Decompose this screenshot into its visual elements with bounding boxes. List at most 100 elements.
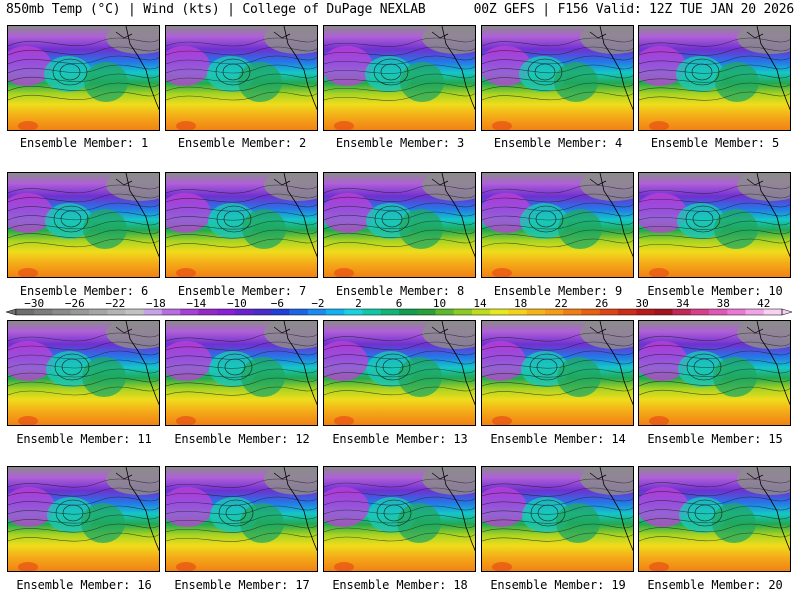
colorbar-tick-label: 2 xyxy=(355,298,362,310)
ensemble-member-map xyxy=(638,172,791,278)
ensemble-member-map xyxy=(323,25,476,131)
colorbar-swatch xyxy=(107,309,126,315)
colorbar-tick-label: 22 xyxy=(554,298,567,310)
colorbar-swatch xyxy=(216,309,236,315)
ensemble-member-map xyxy=(165,25,318,131)
colorbar-swatch xyxy=(198,309,217,315)
colorbar-swatch xyxy=(271,309,290,315)
colorbar-swatch xyxy=(763,309,783,315)
colorbar-swatch xyxy=(234,309,254,315)
colorbar-swatch xyxy=(380,309,400,315)
header-valid-time: 00Z GEFS | F156 Valid: 12Z TUE JAN 20 20… xyxy=(473,2,795,17)
colorbar-swatch xyxy=(435,309,455,315)
colorbar-swatch xyxy=(417,309,436,315)
ensemble-member-map xyxy=(323,320,476,426)
ensemble-member-map xyxy=(165,320,318,426)
ensemble-member-label: Ensemble Member: 18 xyxy=(332,578,468,592)
ensemble-member-label: Ensemble Member: 17 xyxy=(174,578,310,592)
ensemble-member-map xyxy=(638,466,791,572)
colorbar-swatch xyxy=(453,309,473,315)
ensemble-member-label: Ensemble Member: 15 xyxy=(647,432,783,446)
ensemble-member-label: Ensemble Member: 6 xyxy=(19,284,149,298)
colorbar-swatch xyxy=(563,309,582,315)
colorbar-swatch xyxy=(508,309,527,315)
ensemble-member-map xyxy=(638,25,791,131)
colorbar-swatch xyxy=(709,309,728,315)
colorbar-swatch xyxy=(654,309,673,315)
ensemble-member-map xyxy=(7,25,160,131)
colorbar-swatch xyxy=(599,309,619,315)
colorbar-tick-label: −10 xyxy=(227,298,247,310)
ensemble-member-label: Ensemble Member: 5 xyxy=(650,136,780,150)
ensemble-member-label: Ensemble Member: 11 xyxy=(16,432,152,446)
colorbar-tick-label: 10 xyxy=(433,298,446,310)
colorbar-swatch xyxy=(690,309,710,315)
colorbar-swatch xyxy=(34,309,53,315)
colorbar-swatch xyxy=(544,309,564,315)
colorbar-swatch xyxy=(344,309,363,315)
colorbar-swatch xyxy=(362,309,382,315)
ensemble-member-label: Ensemble Member: 13 xyxy=(332,432,468,446)
ensemble-member-label: Ensemble Member: 2 xyxy=(177,136,307,150)
ensemble-member-label: Ensemble Member: 9 xyxy=(493,284,623,298)
ensemble-member-label: Ensemble Member: 14 xyxy=(490,432,626,446)
colorbar-tick-label: 14 xyxy=(473,298,487,310)
ensemble-member-label: Ensemble Member: 8 xyxy=(335,284,465,298)
colorbar-tick-label: −14 xyxy=(186,298,206,310)
ensemble-member-map xyxy=(7,172,160,278)
colorbar-swatch xyxy=(526,309,546,315)
colorbar-tick-label: 30 xyxy=(636,298,649,310)
colorbar-tick-label: −22 xyxy=(105,298,125,310)
colorbar-swatch xyxy=(253,309,272,315)
ensemble-member-label: Ensemble Member: 16 xyxy=(16,578,152,592)
ensemble-member-label: Ensemble Member: 3 xyxy=(335,136,465,150)
colorbar-swatch xyxy=(88,309,108,315)
ensemble-member-label: Ensemble Member: 12 xyxy=(174,432,310,446)
colorbar-arrow-right xyxy=(781,308,792,316)
colorbar-swatch xyxy=(289,309,309,315)
ensemble-member-map xyxy=(323,466,476,572)
header-title: 850mb Temp (°C) | Wind (kts) | College o… xyxy=(6,2,426,17)
ensemble-member-label: Ensemble Member: 4 xyxy=(493,136,623,150)
colorbar-swatch xyxy=(745,309,765,315)
colorbar-arrow-left xyxy=(6,308,17,316)
colorbar-swatch xyxy=(617,309,637,315)
ensemble-member-map xyxy=(323,172,476,278)
colorbar-swatch xyxy=(727,309,746,315)
colorbar-tick-label: −6 xyxy=(271,298,284,310)
ensemble-member-label: Ensemble Member: 10 xyxy=(647,284,783,298)
colorbar-swatch xyxy=(581,309,600,315)
temperature-colorbar: −30 −26 −22 −18 −14 −10 −6 −2 2 6 10 14 18 22 26 30 34 38… xyxy=(6,298,792,316)
colorbar-tick-label: −30 xyxy=(24,298,44,310)
colorbar-swatch xyxy=(143,309,163,315)
ensemble-member-label: Ensemble Member: 19 xyxy=(490,578,626,592)
colorbar-tick-label: −18 xyxy=(146,298,166,310)
colorbar-tick-label: −2 xyxy=(311,298,324,310)
ensemble-member-map xyxy=(481,320,634,426)
ensemble-member-map xyxy=(638,320,791,426)
colorbar-swatch xyxy=(490,309,509,315)
ensemble-member-map xyxy=(7,320,160,426)
colorbar-swatch xyxy=(161,309,181,315)
colorbar-swatch xyxy=(326,309,345,315)
ensemble-member-map xyxy=(7,466,160,572)
colorbar-swatch xyxy=(672,309,692,315)
colorbar-swatch xyxy=(471,309,491,315)
ensemble-member-label: Ensemble Member: 20 xyxy=(647,578,783,592)
ensemble-member-label: Ensemble Member: 1 xyxy=(19,136,149,150)
colorbar-swatch xyxy=(307,309,327,315)
colorbar-tick-label: −26 xyxy=(65,298,85,310)
ensemble-member-map xyxy=(165,172,318,278)
colorbar-swatch xyxy=(52,309,72,315)
colorbar-tick-label: 26 xyxy=(595,298,608,310)
ensemble-member-label: Ensemble Member: 7 xyxy=(177,284,307,298)
colorbar-tick-label: 42 xyxy=(757,298,770,310)
colorbar-tick-label: 38 xyxy=(717,298,730,310)
colorbar-swatch xyxy=(636,309,655,315)
ensemble-member-map xyxy=(481,172,634,278)
ensemble-member-map xyxy=(481,466,634,572)
colorbar-swatch xyxy=(70,309,90,315)
ensemble-member-map xyxy=(165,466,318,572)
colorbar-swatch xyxy=(125,309,144,315)
colorbar-swatch xyxy=(399,309,418,315)
